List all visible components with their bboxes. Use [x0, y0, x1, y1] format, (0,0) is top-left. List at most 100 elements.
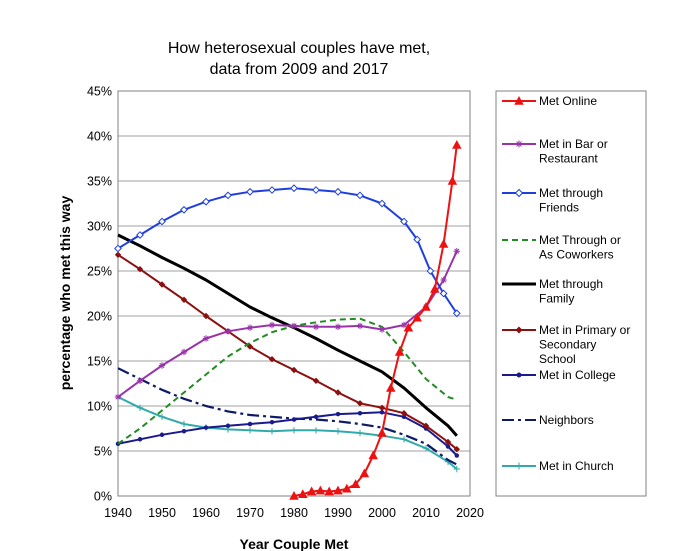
legend-label: Met in Primary or [539, 323, 630, 337]
data-point [426, 267, 435, 275]
data-point [386, 383, 396, 392]
x-tick-label: 1940 [104, 506, 132, 520]
gridlines [118, 135, 470, 452]
data-point [452, 309, 461, 318]
data-point [368, 450, 378, 460]
data-point [224, 328, 232, 335]
data-point [268, 428, 276, 435]
data-point [247, 421, 253, 427]
chart-title-line-2: data from 2009 and 2017 [210, 61, 389, 78]
data-point [298, 489, 308, 498]
y-tick-label: 40% [87, 130, 112, 144]
legend-label: As Coworkers [539, 248, 614, 262]
data-point [269, 419, 275, 425]
data-point [180, 296, 188, 303]
data-point [202, 335, 210, 342]
data-point [181, 428, 187, 434]
y-tick-label: 30% [87, 220, 112, 234]
y-axis-label: percentage who met this way [57, 196, 73, 391]
data-point [114, 244, 122, 253]
x-tick-label: 2020 [456, 506, 484, 520]
legend-label: Met in College [539, 368, 616, 382]
data-point [268, 356, 276, 363]
data-point [445, 444, 451, 449]
data-point [225, 423, 231, 429]
data-point [289, 491, 299, 500]
data-point [400, 217, 408, 226]
legend-label: Restaurant [539, 152, 598, 166]
data-point [394, 347, 405, 356]
data-point [400, 436, 408, 443]
series-5 [114, 251, 460, 453]
data-point [158, 281, 166, 288]
series-2 [114, 184, 461, 318]
data-point [438, 239, 449, 248]
legend-marker [515, 326, 523, 334]
x-tick-labels: 1940 1950 1960 1970 1980 1990 2000 2010 2020 [104, 506, 484, 520]
legend-entry-7: Neighbors [502, 413, 594, 427]
data-point [421, 302, 431, 311]
data-point [246, 343, 254, 350]
data-point [453, 446, 460, 453]
legend-label: Met in Bar or [539, 137, 608, 151]
legend-marker [514, 188, 524, 198]
legend-label: Met through [539, 186, 603, 200]
legend-label: Met Through or [539, 233, 621, 247]
data-point [312, 323, 320, 330]
legend-entry-6: Met in College [502, 368, 616, 382]
data-point [334, 187, 342, 196]
data-point [159, 432, 165, 438]
data-point [312, 186, 320, 194]
data-point [268, 321, 276, 329]
data-point [136, 377, 144, 384]
data-point [422, 422, 430, 429]
data-point [378, 326, 386, 333]
y-tick-label: 25% [87, 265, 112, 279]
legend-label: Friends [539, 201, 579, 215]
data-point [401, 414, 407, 420]
data-point [312, 377, 320, 384]
series-1 [114, 248, 460, 401]
data-point [290, 427, 298, 434]
data-point [246, 324, 254, 331]
data-point [400, 410, 408, 417]
legend-label: Met Online [539, 94, 597, 108]
data-point [334, 428, 342, 435]
series-3 [117, 317, 458, 445]
y-tick-label: 20% [87, 310, 112, 324]
data-point [335, 411, 341, 417]
legend-marker [515, 140, 523, 148]
x-tick-label: 1990 [324, 506, 352, 520]
data-point [290, 322, 298, 330]
data-point [342, 483, 352, 493]
x-axis-label: Year Couple Met [240, 536, 349, 551]
series-line [117, 187, 458, 314]
data-point [454, 453, 460, 458]
legend-label: Family [539, 292, 574, 306]
data-point [447, 176, 458, 185]
series-layer [114, 140, 462, 500]
x-tick-label: 1970 [236, 506, 264, 520]
y-tick-label: 10% [87, 400, 112, 414]
data-point [158, 413, 166, 420]
data-point [333, 485, 343, 495]
series-0 [289, 140, 462, 500]
data-point [357, 410, 363, 416]
legend-label: Neighbors [539, 413, 594, 427]
data-point [453, 465, 460, 473]
data-point [202, 312, 210, 320]
x-tick-label: 1980 [280, 506, 308, 520]
data-point [452, 140, 462, 149]
data-point [444, 438, 452, 446]
data-point [202, 197, 210, 206]
data-point [378, 199, 386, 208]
data-point [136, 231, 144, 239]
data-point [291, 417, 297, 422]
data-point [158, 217, 166, 226]
legend-entry-8: Met in Church [502, 459, 614, 473]
data-point [400, 321, 408, 329]
